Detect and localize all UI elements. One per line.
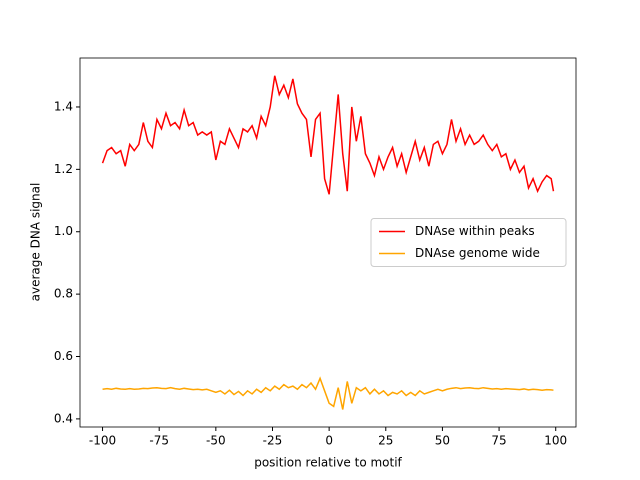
x-tick-label: -75 bbox=[149, 434, 169, 448]
y-tick-label: 0.8 bbox=[54, 287, 73, 301]
plot-frame bbox=[79, 57, 577, 428]
x-tick-label: 75 bbox=[491, 434, 506, 448]
y-tick-label: 0.4 bbox=[54, 411, 73, 425]
x-tick-label: 100 bbox=[544, 434, 567, 448]
x-tick-label: 50 bbox=[435, 434, 450, 448]
y-tick-label: 0.6 bbox=[54, 349, 73, 363]
y-tick-label: 1.4 bbox=[54, 99, 73, 113]
legend-box bbox=[370, 218, 567, 267]
x-tick-label: -50 bbox=[206, 434, 226, 448]
line bbox=[102, 376, 554, 410]
legend-label: DNAse genome wide bbox=[415, 246, 540, 260]
legend-label: DNAse within peaks bbox=[415, 224, 535, 238]
x-tick-label: 0 bbox=[325, 434, 333, 448]
x-tick-label: -100 bbox=[89, 434, 116, 448]
y-tick-label: 1.0 bbox=[54, 224, 73, 238]
y-axis-label: average DNA signal bbox=[29, 183, 43, 302]
x-tick-label: -25 bbox=[263, 434, 283, 448]
x-tick-label: 25 bbox=[378, 434, 393, 448]
line bbox=[101, 75, 555, 195]
x-axis-label: position relative to motif bbox=[254, 456, 402, 470]
y-tick-label: 1.2 bbox=[54, 162, 73, 176]
